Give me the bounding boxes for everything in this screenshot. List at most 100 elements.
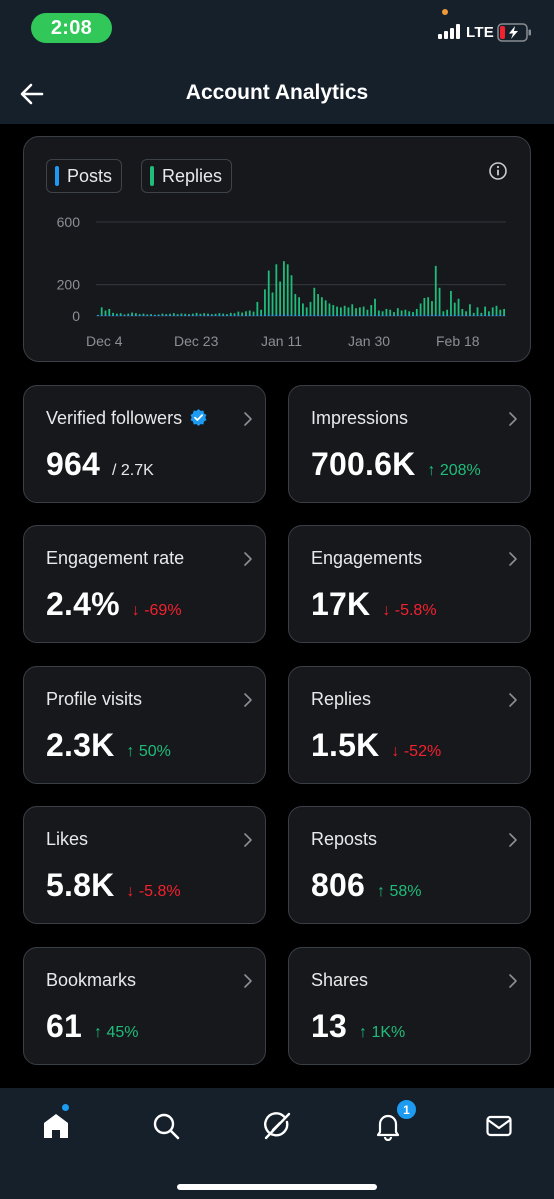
chevron-right-icon xyxy=(509,693,517,707)
replies-bar xyxy=(264,289,266,316)
posts-bar xyxy=(343,314,346,316)
posts-bar xyxy=(438,314,441,316)
chevron-right-icon xyxy=(509,833,517,847)
posts-bar xyxy=(320,314,323,316)
metric-value: 61 xyxy=(46,1008,82,1044)
legend-posts-toggle[interactable]: Posts xyxy=(46,159,123,193)
replies-bar xyxy=(328,303,331,316)
replies-bar xyxy=(400,310,403,316)
metric-value-row: 806 ↑ 58% xyxy=(311,867,421,904)
replies-bar xyxy=(355,308,357,316)
metric-change: ↓ -52% xyxy=(391,743,442,760)
posts-bar xyxy=(252,315,255,316)
replies-bar xyxy=(112,312,114,316)
metric-card-engagements[interactable]: Engagements 17K ↓ -5.8% xyxy=(288,525,531,643)
posts-bar xyxy=(389,314,392,316)
replies-bar xyxy=(347,307,350,316)
replies-bar xyxy=(396,308,399,316)
replies-bar xyxy=(472,312,475,316)
replies-bar xyxy=(252,311,255,316)
metric-card-replies[interactable]: Replies 1.5K ↓ -52% xyxy=(288,666,531,784)
metric-change: ↑ 208% xyxy=(427,462,481,479)
posts-bar xyxy=(396,314,399,316)
y-tick-label: 200 xyxy=(57,277,81,293)
posts-bar xyxy=(465,314,468,316)
x-tick-label: Jan 11 xyxy=(261,333,302,349)
metric-card-engagement-rate[interactable]: Engagement rate 2.4% ↓ -69% xyxy=(23,525,266,643)
replies-bar xyxy=(389,309,392,316)
posts-bar xyxy=(313,314,316,316)
posts-bar xyxy=(499,314,502,316)
metric-card-profile-visits[interactable]: Profile visits 2.3K ↑ 50% xyxy=(23,666,266,784)
replies-bar xyxy=(450,290,452,316)
posts-bar xyxy=(275,314,278,316)
replies-bar xyxy=(115,313,118,316)
replies-bar xyxy=(301,303,304,316)
replies-bar xyxy=(476,307,479,316)
info-icon[interactable] xyxy=(488,161,508,181)
posts-bar xyxy=(199,315,202,316)
status-bar: 2:08 LTE xyxy=(0,0,554,62)
posts-bar xyxy=(100,314,103,316)
status-time[interactable]: 2:08 xyxy=(31,13,112,43)
tab-grok[interactable] xyxy=(247,1104,307,1148)
home-icon xyxy=(44,1114,68,1138)
posts-bar xyxy=(108,315,111,316)
replies-bar xyxy=(393,312,395,316)
metric-change: ↓ -5.8% xyxy=(382,602,437,619)
posts-bar xyxy=(260,314,263,316)
posts-bar xyxy=(480,315,483,316)
legend-replies-toggle[interactable]: Replies xyxy=(141,159,233,193)
replies-bar xyxy=(317,294,319,316)
home-unread-dot xyxy=(62,1104,69,1111)
posts-bar xyxy=(332,314,335,316)
home-indicator[interactable] xyxy=(177,1184,377,1190)
metric-card-reposts[interactable]: Reposts 806 ↑ 58% xyxy=(288,806,531,924)
replies-bar xyxy=(404,309,407,316)
posts-bar xyxy=(431,314,433,316)
replies-bar xyxy=(161,313,164,316)
metric-value-row: 5.8K ↓ -5.8% xyxy=(46,867,181,904)
metric-value-row: 61 ↑ 45% xyxy=(46,1008,138,1045)
legend-posts-label: Posts xyxy=(67,165,113,186)
posts-bar xyxy=(503,314,506,316)
tab-messages[interactable] xyxy=(469,1104,529,1148)
replies-bar xyxy=(241,312,244,316)
replies-bar xyxy=(313,287,316,316)
posts-bar xyxy=(169,314,171,316)
metric-card-bookmarks[interactable]: Bookmarks 61 ↑ 45% xyxy=(23,947,266,1065)
posts-bar xyxy=(119,314,122,316)
posts-bar xyxy=(290,314,293,316)
metric-card-impressions[interactable]: Impressions 700.6K ↑ 208% xyxy=(288,385,531,503)
posts-bar xyxy=(123,315,126,316)
tab-home[interactable] xyxy=(26,1104,86,1148)
posts-bar xyxy=(370,314,373,316)
posts-bar xyxy=(134,315,137,316)
app-header: Account Analytics xyxy=(0,62,554,124)
tab-search[interactable] xyxy=(136,1104,196,1148)
replies-bar xyxy=(248,310,251,316)
metric-card-verified-followers[interactable]: Verified followers 964 / 2.7K xyxy=(23,385,266,503)
privacy-indicator xyxy=(442,9,448,15)
metric-value-row: 2.4% ↓ -69% xyxy=(46,586,182,623)
replies-bar xyxy=(339,307,342,316)
metric-card-likes[interactable]: Likes 5.8K ↓ -5.8% xyxy=(23,806,266,924)
replies-bar xyxy=(480,312,483,316)
metric-label: Impressions xyxy=(311,408,409,428)
posts-bar xyxy=(495,314,498,316)
chevron-right-icon xyxy=(509,412,517,426)
tab-notifications[interactable] xyxy=(358,1104,418,1148)
back-arrow-icon[interactable] xyxy=(16,79,48,109)
posts-bar xyxy=(283,314,285,316)
posts-bar xyxy=(362,314,365,316)
posts-bar xyxy=(488,314,490,316)
replies-bar xyxy=(412,312,414,316)
replies-bar xyxy=(377,310,380,316)
metric-card-shares[interactable]: Shares 13 ↑ 1K% xyxy=(288,947,531,1065)
replies-bar xyxy=(245,311,247,316)
replies-bar xyxy=(423,297,426,316)
chevron-right-icon xyxy=(509,974,517,988)
replies-bar xyxy=(336,306,338,316)
posts-bar xyxy=(294,314,297,316)
replies-bar xyxy=(370,305,373,316)
